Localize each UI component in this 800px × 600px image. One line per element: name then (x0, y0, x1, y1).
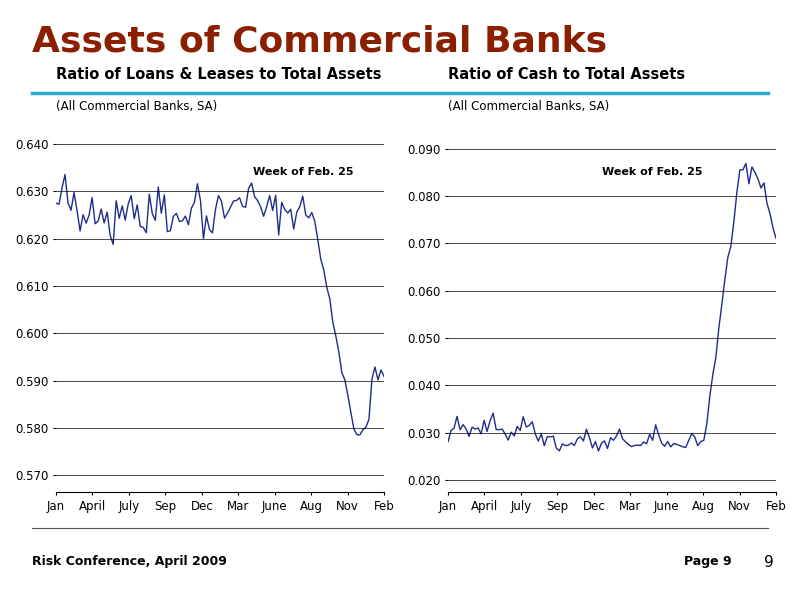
Text: Assets of Commercial Banks: Assets of Commercial Banks (32, 24, 607, 58)
Text: Ratio of Loans & Leases to Total Assets: Ratio of Loans & Leases to Total Assets (56, 67, 382, 82)
Text: (All Commercial Banks, SA): (All Commercial Banks, SA) (56, 100, 218, 113)
Text: 9: 9 (764, 555, 774, 570)
Text: Risk Conference, April 2009: Risk Conference, April 2009 (32, 555, 227, 568)
Text: (All Commercial Banks, SA): (All Commercial Banks, SA) (448, 100, 610, 113)
Text: Week of Feb. 25: Week of Feb. 25 (602, 167, 702, 177)
Text: Week of Feb. 25: Week of Feb. 25 (253, 167, 354, 177)
Text: Ratio of Cash to Total Assets: Ratio of Cash to Total Assets (448, 67, 685, 82)
Text: Page 9: Page 9 (684, 555, 732, 568)
